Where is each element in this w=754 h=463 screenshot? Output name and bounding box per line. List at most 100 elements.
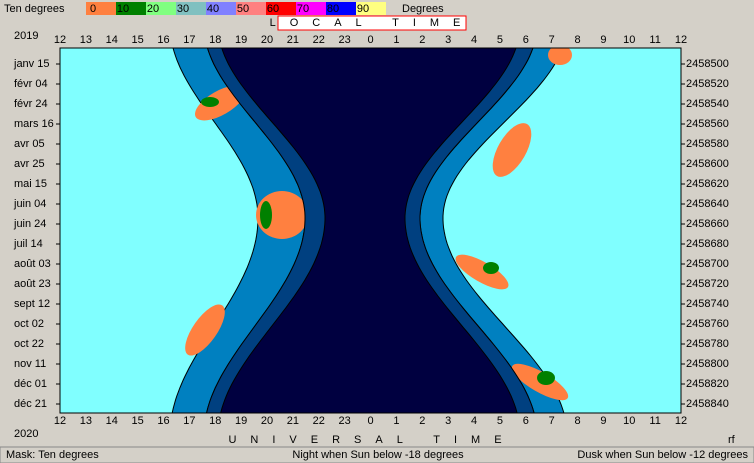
date-label: juil 14 [13,238,43,250]
ut-hour-label: 10 [623,415,635,427]
year-top: 2019 [14,30,38,42]
ut-hour-label: 8 [574,415,580,427]
date-label: avr 25 [14,158,45,170]
date-label: oct 22 [14,338,44,350]
legend-swatch [296,2,326,15]
local-hour-label: 5 [497,34,503,46]
ut-hour-label: 15 [132,415,144,427]
legend-tick: 40 [207,3,219,15]
altitude-zone [455,254,509,290]
ut-hour-label: 17 [183,415,195,427]
date-label: oct 02 [14,318,44,330]
local-hour-label: 13 [80,34,92,46]
legend-swatch [266,2,296,15]
julian-day-label: 2458580 [686,138,729,150]
legend-tick: 90 [357,3,369,15]
julian-day-label: 2458660 [686,218,729,230]
local-hour-label: 6 [523,34,529,46]
ut-hour-label: 12 [54,415,66,427]
ut-hour-label: 2 [419,415,425,427]
legend-swatch [326,2,356,15]
ut-hour-label: 18 [209,415,221,427]
julian-day-label: 2458500 [686,58,729,70]
year-bottom: 2020 [14,428,38,440]
ut-hour-label: 19 [235,415,247,427]
legend-swatch [356,2,386,15]
date-label: nov 11 [14,358,46,370]
date-label: août 23 [14,278,51,290]
local-time-box [277,15,467,31]
night-region-top [220,48,518,413]
ut-hour-label: 1 [393,415,399,427]
local-hour-label: 1 [393,34,399,46]
plot-frame [59,47,682,414]
altitude-zone-high [260,201,272,229]
local-hour-label: 14 [106,34,118,46]
ut-hour-label: 14 [106,415,118,427]
julian-day-label: 2458740 [686,298,729,310]
date-label: févr 24 [14,98,48,110]
ut-hour-label: 0 [367,415,373,427]
julian-day-label: 2458560 [686,118,729,130]
ut-hour-label: 13 [80,415,92,427]
local-hour-label: 19 [235,34,247,46]
altitude-zone-high [537,371,555,385]
local-hour-label: 15 [132,34,144,46]
date-label: août 03 [14,258,51,270]
legend-swatch [206,2,236,15]
plot-shapes [171,48,572,413]
local-hour-label: 10 [623,34,635,46]
legend-tick: 60 [267,3,279,15]
legend-tick: 80 [327,3,339,15]
status-bar [0,446,754,463]
date-label: déc 21 [14,398,47,410]
local-hour-label: 20 [261,34,273,46]
local-hour-label: 8 [574,34,580,46]
ut-hour-label: 6 [523,415,529,427]
status-mask: Mask: Ten degrees [6,449,99,461]
ut-hour-label: 4 [471,415,477,427]
legend-swatch [116,2,146,15]
date-label: déc 01 [14,378,47,390]
altitude-zone [185,304,225,356]
status-dusk: Dusk when Sun below -12 degrees [577,449,748,461]
local-hour-label: 12 [675,34,687,46]
local-hour-label: 21 [287,34,299,46]
ut-hour-label: 20 [261,415,273,427]
ut-hour-label: 12 [675,415,687,427]
legend-swatch [146,2,176,15]
julian-day-label: 2458780 [686,338,729,350]
ut-hour-label: 3 [445,415,451,427]
corner-label: rf [728,434,736,446]
julian-day-label: 2458540 [686,98,729,110]
legend-tick: 30 [177,3,189,15]
local-hour-label: 3 [445,34,451,46]
julian-day-label: 2458840 [686,398,729,410]
ut-hour-label: 7 [549,415,555,427]
local-hour-label: 4 [471,34,477,46]
local-hour-label: 12 [54,34,66,46]
ut-hour-label: 16 [157,415,169,427]
local-hour-label: 0 [367,34,373,46]
julian-day-label: 2458600 [686,158,729,170]
local-hour-label: 7 [549,34,555,46]
local-hour-label: 16 [157,34,169,46]
julian-day-label: 2458520 [686,78,729,90]
date-label: mars 16 [14,118,54,130]
local-hour-label: 11 [649,34,660,46]
date-label: févr 04 [14,78,48,90]
local-hour-label: 18 [209,34,221,46]
local-hour-label: 22 [313,34,325,46]
altitude-zone [492,123,532,177]
legend-tick: 70 [297,3,309,15]
julian-day-label: 2458680 [686,238,729,250]
julian-day-label: 2458720 [686,278,729,290]
date-label: janv 15 [13,58,49,70]
legend-swatch [236,2,266,15]
bottom-axis-title: UNIVERSAL TIME [228,434,515,446]
top-axis-title: LOCAL TIME [270,17,475,29]
altitude-zone-high [483,262,499,274]
legend-title: Ten degrees [4,3,65,15]
ut-hour-label: 5 [497,415,503,427]
